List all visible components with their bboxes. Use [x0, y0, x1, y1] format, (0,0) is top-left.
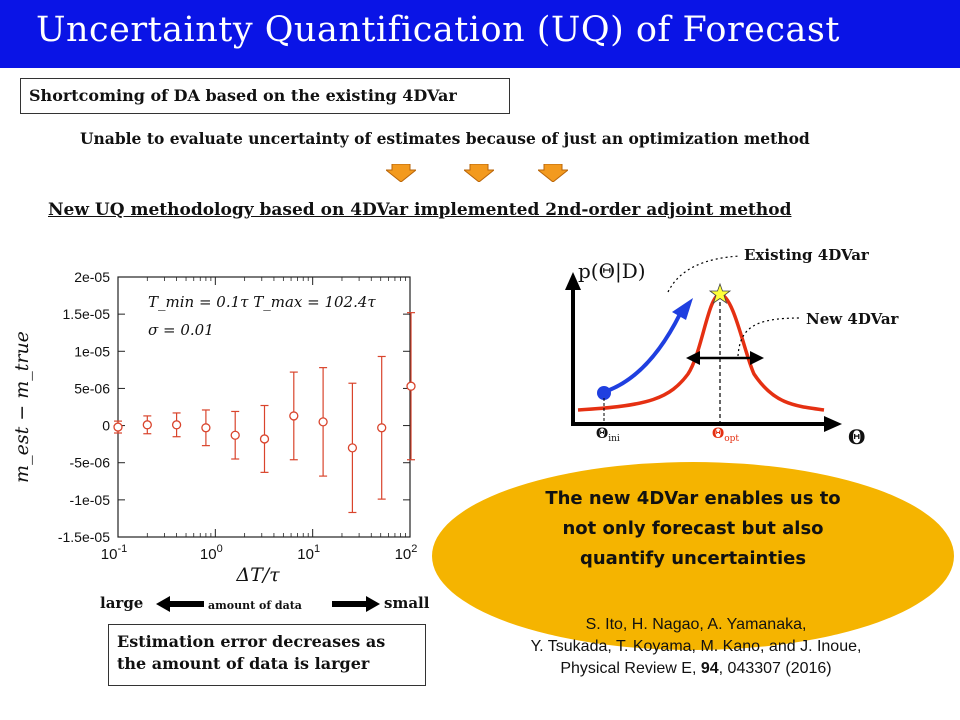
x-tick-label: 10-1	[101, 543, 127, 563]
diagram-xlabel: Θ	[848, 425, 865, 449]
conclusion-line-1: The new 4DVar enables us to	[545, 488, 841, 509]
x-tick-label: 100	[200, 543, 223, 563]
point-marker	[377, 423, 387, 433]
star-icon	[708, 282, 732, 305]
shortcoming-detail: Unable to evaluate uncertainty of estima…	[80, 129, 810, 148]
amount-row: large amount of data small	[100, 590, 440, 620]
amount-of-data-label: amount of data	[208, 599, 302, 612]
error-plot: 2e-05 1.5e-05 1e-05 5e-06 0 -5e-06 -1e-05 -1.5e…	[11, 269, 418, 586]
data-point	[289, 371, 299, 461]
citation-line-2: Y. Tsukada, T. Koyama, M. Kano, and J. I…	[530, 638, 862, 655]
plot-frame	[117, 276, 411, 538]
point-marker	[347, 443, 358, 453]
conclusion-line-2: not only forecast but also	[562, 518, 824, 539]
theta-ini-label: Θini	[596, 426, 620, 444]
new-callout	[737, 317, 801, 357]
y-tick-label: -1e-05	[70, 492, 111, 508]
shortcoming-box: Shortcoming of DA based on the existing …	[20, 78, 510, 114]
down-arrow-icon	[538, 164, 568, 182]
y-tick-label: 0	[102, 418, 110, 434]
new-4dvar-curve	[577, 292, 825, 412]
new-method-heading: New UQ methodology based on 4DVar implem…	[48, 200, 792, 220]
point-marker	[406, 381, 416, 391]
data-point	[142, 415, 152, 435]
data-point	[406, 312, 416, 461]
data-point	[347, 382, 358, 514]
down-arrow-icon	[386, 164, 416, 182]
point-marker	[201, 423, 211, 433]
point-marker	[113, 422, 123, 432]
point-marker	[171, 420, 182, 430]
plot-annotation-2: σ = 0.01	[148, 321, 214, 339]
y-tick-label: 1.5e-05	[63, 306, 111, 322]
down-arrow-icon	[464, 164, 494, 182]
title-bar: Uncertainty Quantification (UQ) of Forec…	[0, 0, 960, 68]
large-label: large	[100, 594, 144, 612]
data-point	[318, 367, 328, 477]
distribution-diagram: p(Θ|D) Θ Existing 4DVar New 4DVar Θini Θ…	[565, 246, 900, 449]
conclusion-line-3: quantify uncertainties	[579, 548, 807, 569]
data-point	[377, 355, 387, 500]
existing-callout	[667, 255, 741, 293]
y-axis-arrowhead	[565, 272, 581, 290]
citation-line-1: S. Ito, H. Nagao, A. Yamanaka,	[585, 616, 807, 633]
x-tick-label: 102	[395, 543, 418, 563]
citation: S. Ito, H. Nagao, A. Yamanaka, Y. Tsukad…	[470, 614, 922, 680]
existing-4dvar-label: Existing 4DVar	[744, 246, 870, 264]
y-tick-label: 1e-05	[74, 343, 110, 359]
point-marker	[318, 417, 328, 427]
initial-point	[597, 386, 611, 400]
theta-opt-label: Θopt	[712, 426, 739, 444]
left-arrow-icon	[156, 596, 204, 612]
x-axis-arrowhead	[824, 416, 842, 432]
point-marker	[142, 420, 152, 430]
estimation-box: Estimation error decreases as the amount…	[108, 624, 426, 686]
data-point	[201, 409, 211, 447]
plot-xlabel: ΔT/τ	[235, 564, 280, 586]
data-point	[113, 420, 123, 434]
conclusion-ellipse: The new 4DVar enables us to not only for…	[432, 462, 954, 650]
existing-4dvar-path	[603, 313, 682, 394]
point-marker	[230, 430, 240, 440]
data-point	[171, 412, 182, 438]
blue-arrowhead	[672, 298, 693, 320]
point-marker	[289, 411, 299, 421]
right-arrow-icon	[332, 596, 380, 612]
page-title: Uncertainty Quantification (UQ) of Forec…	[36, 10, 840, 50]
plot-ylabel: m_est − m_true	[11, 331, 33, 483]
new-4dvar-label: New 4DVar	[806, 310, 900, 328]
y-tick-label: 2e-05	[74, 269, 110, 285]
citation-line-3: Physical Review E, 94, 043307 (2016)	[560, 660, 832, 677]
diagram-ylabel: p(Θ|D)	[578, 259, 646, 284]
conclusion-text: The new 4DVar enables us to not only for…	[432, 484, 954, 574]
x-tick-label: 101	[297, 543, 320, 563]
y-tick-label: 5e-06	[74, 380, 110, 396]
y-tick-label: -5e-06	[70, 455, 111, 471]
small-label: small	[384, 594, 430, 612]
y-tick-label: -1.5e-05	[58, 529, 110, 545]
point-marker	[259, 434, 270, 444]
plot-annotation-1: T_min = 0.1τ T_max = 102.4τ	[148, 293, 376, 311]
data-point	[259, 404, 270, 473]
data-point	[230, 410, 240, 460]
